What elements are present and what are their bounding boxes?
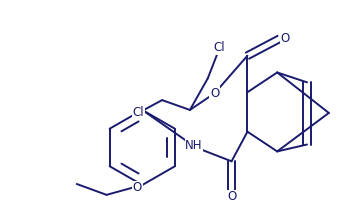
Text: O: O bbox=[133, 181, 142, 194]
Text: NH: NH bbox=[185, 139, 203, 152]
Text: Cl: Cl bbox=[132, 106, 144, 119]
Text: Cl: Cl bbox=[214, 41, 225, 54]
Text: O: O bbox=[210, 87, 219, 100]
Text: O: O bbox=[227, 190, 236, 203]
Text: O: O bbox=[281, 32, 290, 45]
